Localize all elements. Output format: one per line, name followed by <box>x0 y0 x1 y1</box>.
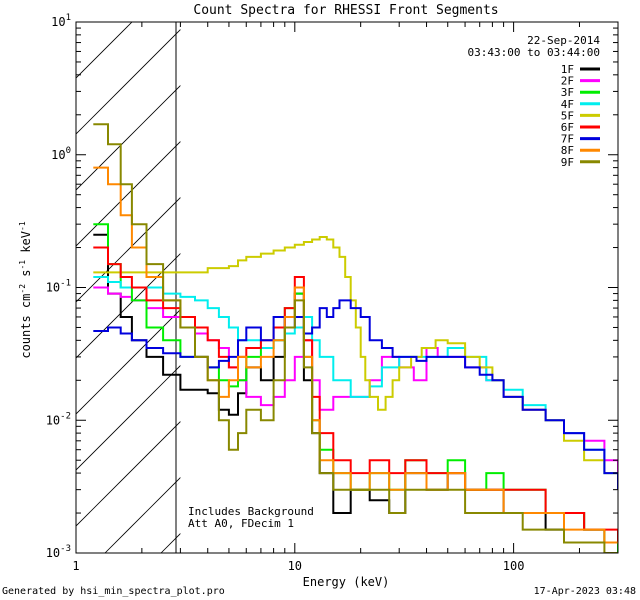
footer-generated-by: Generated by hsi_min_spectra_plot.pro <box>2 586 225 597</box>
series-line-1F <box>93 233 618 544</box>
series-line-4F <box>93 276 618 490</box>
legend-label-7F: 7F <box>561 133 574 146</box>
y-label-exp-1: -2 <box>18 284 27 294</box>
annotation-attenuator: Att A0, FDecim 1 <box>188 517 294 530</box>
x-tick-label-2: 100 <box>503 559 525 573</box>
annotation-background: Includes Background <box>188 505 314 518</box>
series-line-6F <box>93 246 618 543</box>
legend-label-5F: 5F <box>561 109 574 122</box>
legend-label-2F: 2F <box>561 75 574 88</box>
x-tick-label-1: 10 <box>288 559 302 573</box>
hatch-line-2 <box>76 29 181 135</box>
y-tick-label-2: 10-1 <box>46 279 71 295</box>
y-label-end: keV <box>19 231 33 260</box>
legend-label-4F: 4F <box>561 98 574 111</box>
hatch-line-5 <box>76 197 181 303</box>
y-label-exp-3: -1 <box>18 221 27 231</box>
legend-label-6F: 6F <box>561 121 574 134</box>
y-tick-label-4: 10-3 <box>46 544 71 560</box>
series-line-3F <box>93 223 618 553</box>
legend-label-3F: 3F <box>561 86 574 99</box>
legend-label-8F: 8F <box>561 144 574 157</box>
legend-label-1F: 1F <box>561 63 574 76</box>
legend-label-9F: 9F <box>561 156 574 169</box>
series-layer <box>93 123 618 553</box>
y-label-exp-2: -1 <box>18 260 27 270</box>
axis-layer: 1 10 100 101 100 10-1 10-2 10-3 <box>46 13 619 573</box>
y-tick-label-1: 100 <box>51 146 71 162</box>
time-range-label: 03:43:00 to 03:44:00 <box>468 46 600 59</box>
series-line-9F <box>93 123 618 553</box>
x-tick-label-0: 1 <box>72 559 79 573</box>
date-label: 22-Sep-2014 <box>527 34 600 47</box>
chart-title: Count Spectra for RHESSI Front Segments <box>193 3 498 18</box>
series-line-7F <box>93 299 618 490</box>
y-axis-label: counts cm-2 s-1 keV-1 <box>18 221 33 358</box>
y-label-main: counts cm <box>19 294 33 359</box>
x-axis-label: Energy (keV) <box>303 575 390 589</box>
series-line-5F <box>93 236 618 490</box>
footer-timestamp: 17-Apr-2023 03:48 <box>534 586 636 597</box>
y-tick-label-0: 101 <box>51 13 71 29</box>
hatch-line-9 <box>76 421 181 527</box>
y-label-mid: s <box>19 270 33 284</box>
y-tick-label-3: 10-2 <box>46 411 71 427</box>
hatch-line-3 <box>76 85 181 191</box>
hatch-line-8 <box>76 365 181 471</box>
